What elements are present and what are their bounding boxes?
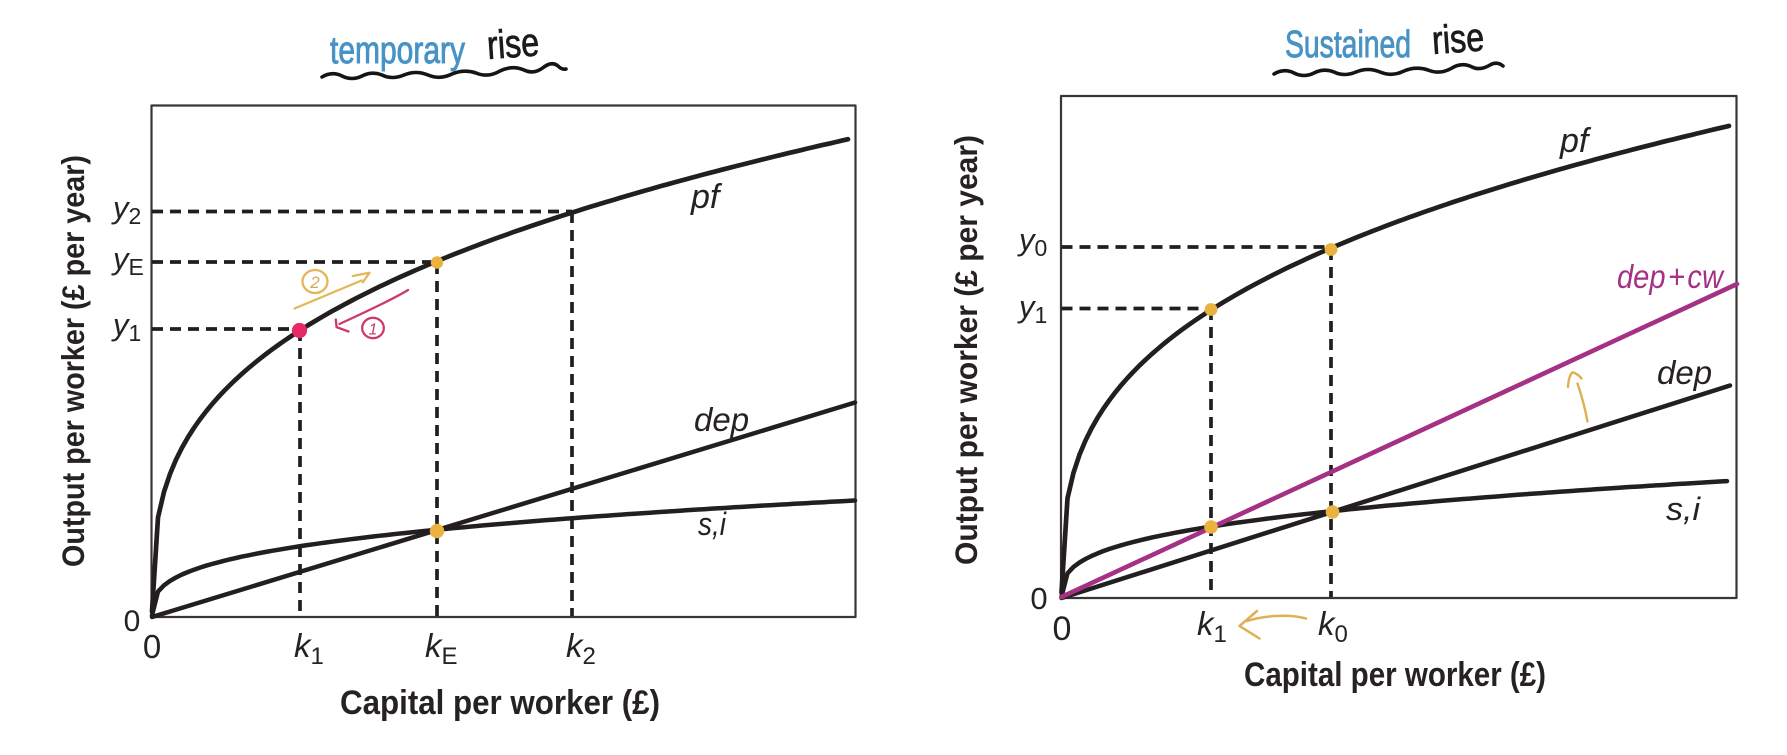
svg-text:1: 1	[369, 322, 378, 339]
svg-text:rise: rise	[1431, 15, 1486, 63]
svg-text:Output per worker (£ per year): Output per worker (£ per year)	[55, 155, 91, 567]
svg-text:Sustained: Sustained	[1285, 24, 1411, 66]
svg-text:0: 0	[124, 605, 141, 638]
svg-text:pf: pf	[1559, 122, 1592, 160]
svg-text:s,i: s,i	[1666, 491, 1701, 527]
svg-text:dep: dep	[1657, 354, 1712, 391]
svg-text:0: 0	[1030, 581, 1047, 616]
svg-text:dep: dep	[694, 401, 749, 438]
svg-text:temporary: temporary	[330, 30, 465, 72]
svg-text:0: 0	[143, 628, 161, 665]
svg-text:y1: y1	[111, 307, 141, 346]
svg-text:Capital per worker (£): Capital per worker (£)	[1244, 656, 1546, 694]
svg-text:y0: y0	[1017, 222, 1047, 261]
svg-text:dep + cw: dep + cw	[1617, 258, 1725, 295]
svg-text:y1: y1	[1017, 289, 1047, 328]
svg-text:Output per worker (£ per year): Output per worker (£ per year)	[948, 135, 984, 565]
svg-text:pf: pf	[690, 178, 723, 216]
svg-text:0: 0	[1053, 610, 1072, 648]
svg-text:s,i: s,i	[698, 506, 727, 542]
svg-text:Capital per worker (£): Capital per worker (£)	[340, 684, 660, 722]
svg-text:2: 2	[309, 273, 320, 292]
svg-text:rise: rise	[486, 20, 541, 68]
